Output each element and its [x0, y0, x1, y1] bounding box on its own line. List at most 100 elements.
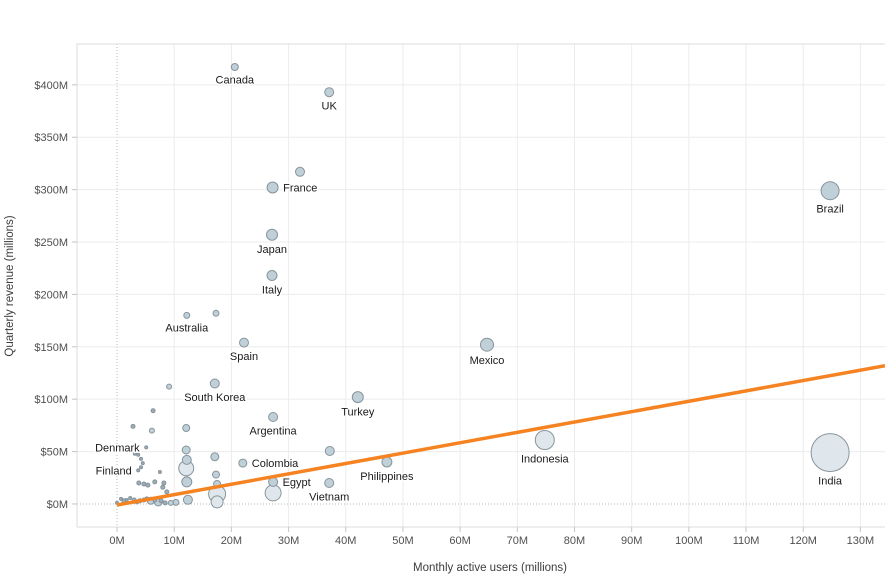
- bubble-mexico[interactable]: [480, 337, 494, 352]
- bubble[interactable]: [140, 461, 145, 466]
- bubble[interactable]: [166, 383, 173, 390]
- bubble[interactable]: [130, 423, 136, 429]
- trend-layer: [116, 363, 885, 507]
- label-spain: Spain: [230, 351, 258, 363]
- bubble-denmark[interactable]: [144, 445, 149, 450]
- bubble[interactable]: [141, 481, 147, 487]
- label-vietnam: Vietnam: [309, 492, 349, 504]
- plot-border-lines: [76, 43, 885, 528]
- bubble[interactable]: [119, 496, 123, 501]
- bubble-indonesia[interactable]: [534, 430, 555, 450]
- bubble[interactable]: [162, 500, 168, 506]
- bubble-canada[interactable]: [230, 63, 239, 71]
- x-tick-label: 60M: [449, 535, 470, 547]
- bubble-finland[interactable]: [136, 468, 141, 473]
- plot-border: [76, 43, 885, 528]
- bubble-philippines[interactable]: [381, 456, 393, 468]
- y-tick-label: $400M: [34, 80, 68, 92]
- y-tick-label: $0M: [47, 499, 68, 511]
- bubble[interactable]: [181, 454, 192, 465]
- bubble[interactable]: [152, 479, 158, 485]
- bubble[interactable]: [164, 489, 170, 495]
- bubble[interactable]: [324, 446, 335, 456]
- y-tick-label: $150M: [34, 342, 68, 354]
- bubble[interactable]: [181, 476, 193, 488]
- label-finland: Finland: [96, 465, 132, 477]
- bubble[interactable]: [136, 452, 141, 457]
- bubble-colombia[interactable]: [238, 458, 248, 468]
- bubble-turkey[interactable]: [351, 391, 364, 404]
- x-tick-label: 130M: [847, 535, 875, 547]
- y-tick-label: $250M: [34, 237, 68, 249]
- bubble-argentina[interactable]: [268, 412, 279, 422]
- x-tick-label: 0M: [109, 535, 124, 547]
- label-denmark: Denmark: [95, 442, 140, 454]
- label-philippines: Philippines: [360, 471, 414, 483]
- bubble[interactable]: [295, 166, 305, 177]
- bubble-uk[interactable]: [324, 87, 335, 98]
- bubble[interactable]: [182, 424, 191, 432]
- label-japan: Japan: [257, 244, 287, 256]
- bubble[interactable]: [128, 496, 133, 500]
- bubble[interactable]: [132, 451, 137, 456]
- label-france: France: [283, 183, 317, 195]
- bubble-vietnam[interactable]: [324, 478, 335, 488]
- bubble[interactable]: [139, 465, 143, 470]
- label-uk: UK: [322, 101, 338, 113]
- label-colombia: Colombia: [252, 458, 299, 470]
- trend-line[interactable]: [116, 363, 885, 507]
- label-italy: Italy: [262, 285, 283, 297]
- bubble[interactable]: [158, 498, 164, 504]
- y-tick-label: $300M: [34, 185, 68, 197]
- bubble[interactable]: [145, 482, 151, 488]
- bubble[interactable]: [210, 452, 220, 462]
- x-tick-label: 50M: [392, 535, 413, 547]
- bubble-japan[interactable]: [266, 228, 278, 241]
- gridlines: [77, 44, 885, 527]
- x-tick-label: 30M: [278, 535, 299, 547]
- x-tick-label: 110M: [733, 535, 760, 547]
- bubble[interactable]: [212, 309, 220, 317]
- bubble[interactable]: [264, 484, 282, 502]
- axis-ticks: [72, 84, 861, 532]
- bubble[interactable]: [181, 445, 191, 455]
- x-tick-label: 40M: [335, 535, 356, 547]
- bubble-spain[interactable]: [239, 337, 249, 348]
- bubble-france[interactable]: [266, 181, 279, 194]
- bubble[interactable]: [167, 499, 174, 506]
- y-tick-label: $100M: [34, 394, 68, 406]
- bubble[interactable]: [172, 498, 180, 506]
- bubble[interactable]: [136, 480, 142, 486]
- y-tick-label: $350M: [34, 132, 68, 144]
- x-tick-label: 90M: [621, 535, 642, 547]
- label-argentina: Argentina: [250, 426, 298, 438]
- bubble[interactable]: [124, 498, 129, 502]
- label-turkey: Turkey: [341, 407, 375, 419]
- bubble[interactable]: [148, 427, 155, 434]
- label-india: India: [818, 476, 843, 488]
- bubble[interactable]: [182, 494, 193, 505]
- bubble[interactable]: [210, 495, 224, 509]
- y-tick-label: $50M: [40, 447, 68, 459]
- bubble[interactable]: [212, 470, 220, 479]
- bubble-australia[interactable]: [183, 311, 191, 319]
- bubble-india[interactable]: [810, 433, 850, 473]
- bubble-south-korea[interactable]: [209, 378, 220, 389]
- label-egypt: Egypt: [283, 477, 311, 489]
- bubble-brazil[interactable]: [820, 181, 840, 201]
- bubble[interactable]: [161, 480, 167, 486]
- x-tick-label: 70M: [507, 535, 528, 547]
- label-australia: Australia: [165, 322, 209, 334]
- axis-tick-labels: 0M 10M 20M 30M 40M 50M 60M 70M 80M 90M 100M 110M 120…: [34, 80, 874, 547]
- bubble[interactable]: [150, 408, 156, 414]
- bubble[interactable]: [139, 456, 143, 461]
- bubble[interactable]: [157, 470, 162, 474]
- bubble[interactable]: [160, 484, 166, 490]
- bubble-italy[interactable]: [266, 270, 278, 281]
- y-tick-label: $200M: [34, 289, 68, 301]
- label-mexico: Mexico: [470, 355, 505, 367]
- x-tick-label: 80M: [564, 535, 585, 547]
- x-axis-title: Monthly active users (millions): [413, 562, 567, 574]
